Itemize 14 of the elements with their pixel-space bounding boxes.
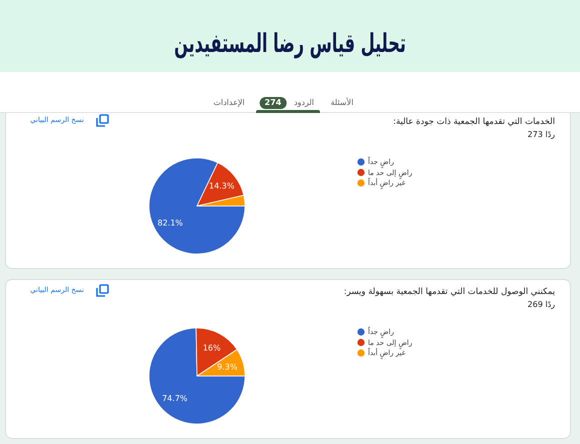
tab-label: الردود [294, 97, 314, 109]
tab-badge: 274 [260, 97, 286, 109]
data-label: 14.3% [209, 182, 234, 191]
data-label: 9.3% [217, 362, 238, 372]
title: تحليل قياس رضا المستفيدين [174, 28, 406, 61]
data-label: 74.7% [162, 394, 188, 404]
response-count: 269 ردًا [528, 299, 555, 311]
tab-label: الإعدادات [213, 97, 245, 109]
question: يمكنني الوصول للخدمات التي تقدمها الجمعية بسهولة ويسر: [344, 286, 555, 298]
data-label: 82.1% [158, 218, 183, 228]
question: الخدمات التي تقدمها الجمعية ذات جودة عالية: [393, 116, 555, 128]
data-label: 16% [202, 343, 221, 352]
response-count: 273 ردًا [528, 129, 555, 141]
tab-label: الأسئلة [330, 97, 354, 109]
